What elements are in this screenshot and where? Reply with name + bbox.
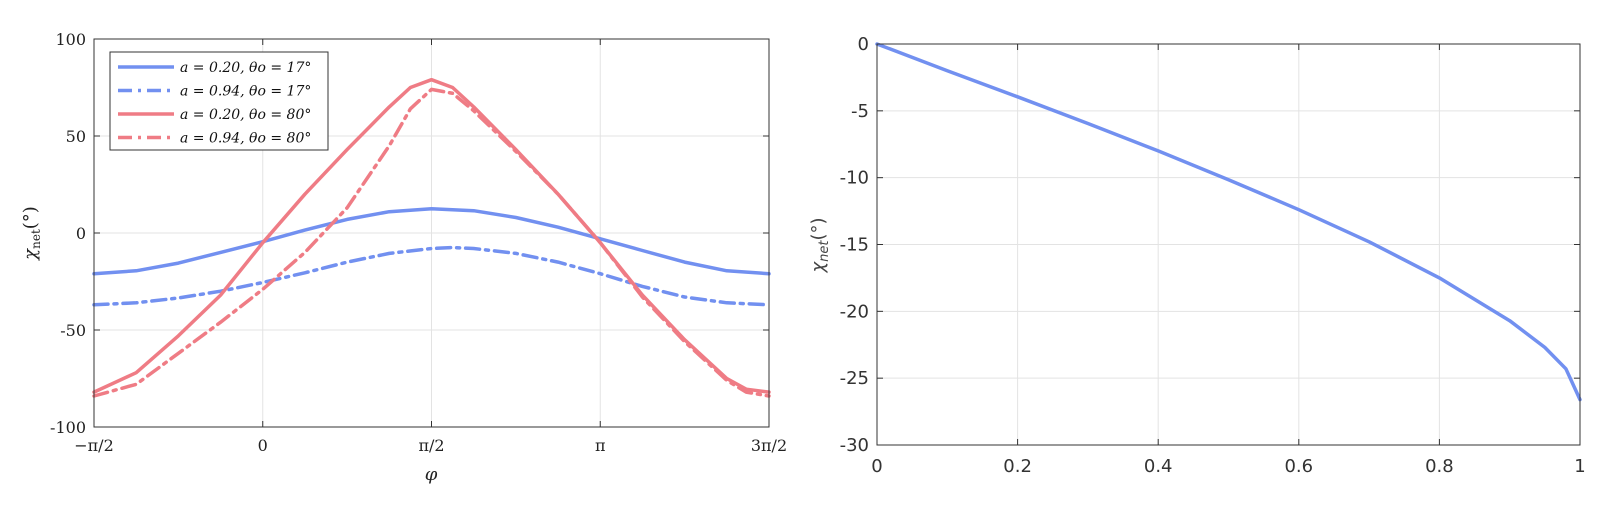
x-tick-label: 1 bbox=[1574, 456, 1585, 477]
x-tick-label: 0.6 bbox=[1284, 456, 1313, 477]
y-tick-label: 50 bbox=[66, 127, 86, 146]
x-tick-label: 3π/2 bbox=[751, 436, 787, 455]
legend-label: a = 0.94, θo = 80° bbox=[180, 131, 311, 147]
left-legend: a = 0.20, θo = 17° a = 0.94, θo = 17° a = … bbox=[109, 51, 329, 151]
svg-text:χnet(°): χnet(°) bbox=[808, 217, 832, 273]
right-series-group bbox=[875, 42, 1582, 402]
y-tick-label: -30 bbox=[840, 435, 869, 456]
series-line-1 bbox=[92, 245, 771, 307]
y-tick-label: -100 bbox=[50, 418, 86, 437]
left-ticks: −π/2 0 π/2 π 3π/2 -100 -50 0 50 100 bbox=[50, 30, 787, 455]
x-tick-label: 0.4 bbox=[1144, 456, 1173, 477]
series-line-0 bbox=[92, 207, 771, 276]
legend-label: a = 0.20, θo = 80° bbox=[180, 107, 311, 123]
y-tick-label: -50 bbox=[60, 321, 86, 340]
left-chart: −π/2 0 π/2 π 3π/2 -100 -50 0 50 100 φ χnet(°) a =… bbox=[20, 30, 787, 485]
series-line-3 bbox=[92, 87, 771, 398]
left-y-axis-label: χnet(°) bbox=[20, 206, 43, 262]
y-tick-label: -15 bbox=[840, 235, 869, 256]
right-chart: 0 0.2 0.4 0.6 0.8 1 0 -5 -10 -15 -20 -25 -30 χnet(°) bbox=[808, 34, 1586, 477]
y-tick-label: 100 bbox=[55, 30, 86, 49]
legend-label: a = 0.20, θo = 17° bbox=[180, 60, 311, 76]
x-tick-label: 0.2 bbox=[1003, 456, 1032, 477]
right-ticks: 0 0.2 0.4 0.6 0.8 1 0 -5 -10 -15 -20 -25 -30 bbox=[840, 34, 1586, 477]
y-tick-label: 0 bbox=[76, 224, 86, 243]
right-y-axis-label: χnet(°) bbox=[808, 217, 832, 273]
right-grid bbox=[877, 44, 1580, 445]
svg-text:χnet(°): χnet(°) bbox=[20, 206, 43, 262]
x-tick-label: π bbox=[595, 436, 606, 455]
left-series-group bbox=[92, 77, 771, 398]
x-tick-label: 0 bbox=[871, 456, 882, 477]
x-tick-label: 0 bbox=[258, 436, 268, 455]
y-tick-label: 0 bbox=[858, 34, 869, 55]
y-tick-label: -20 bbox=[840, 301, 869, 322]
left-x-axis-label: φ bbox=[425, 464, 438, 485]
legend-label: a = 0.94, θo = 17° bbox=[180, 84, 311, 100]
y-tick-label: -5 bbox=[851, 101, 869, 122]
x-tick-label: π/2 bbox=[418, 436, 444, 455]
x-tick-label: −π/2 bbox=[74, 436, 114, 455]
series-line-0 bbox=[875, 42, 1582, 402]
y-tick-label: -25 bbox=[840, 368, 869, 389]
x-tick-label: 0.8 bbox=[1425, 456, 1454, 477]
y-tick-label: -10 bbox=[840, 168, 869, 189]
